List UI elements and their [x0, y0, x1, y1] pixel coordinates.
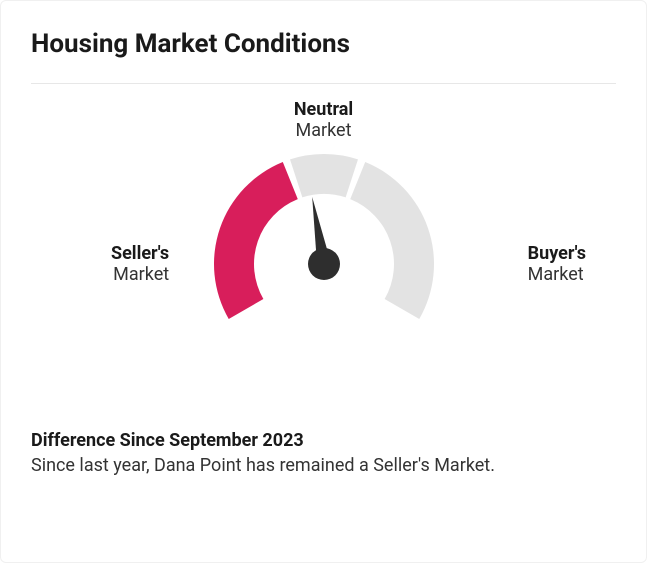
market-conditions-card: Housing Market Conditions Neutral Market… — [0, 0, 647, 563]
gauge-label-buyer: Buyer's Market — [528, 244, 586, 285]
gauge-segment-buyers — [350, 162, 434, 319]
gauge-label-buyer-line1: Buyer's — [528, 244, 586, 265]
gauge-label-neutral: Neutral Market — [294, 100, 353, 141]
gauge-label-neutral-line2: Market — [294, 121, 353, 142]
page-title: Housing Market Conditions — [31, 29, 616, 59]
gauge-label-seller-line1: Seller's — [111, 244, 169, 265]
gauge-hub — [308, 248, 340, 280]
gauge-label-seller-line2: Market — [111, 265, 169, 286]
gauge-svg — [184, 144, 464, 384]
gauge-label-seller: Seller's Market — [111, 244, 169, 285]
footer-body: Since last year, Dana Point has remained… — [31, 455, 616, 476]
gauge-label-neutral-line1: Neutral — [294, 100, 353, 121]
gauge-label-buyer-line2: Market — [528, 265, 586, 286]
gauge-segment-sellers — [214, 162, 298, 319]
footer-heading: Difference Since September 2023 — [31, 430, 616, 451]
gauge-segment-neutral — [290, 154, 358, 197]
footer: Difference Since September 2023 Since la… — [31, 430, 616, 476]
gauge-chart: Neutral Market Seller's Market Buyer's M… — [31, 84, 616, 424]
